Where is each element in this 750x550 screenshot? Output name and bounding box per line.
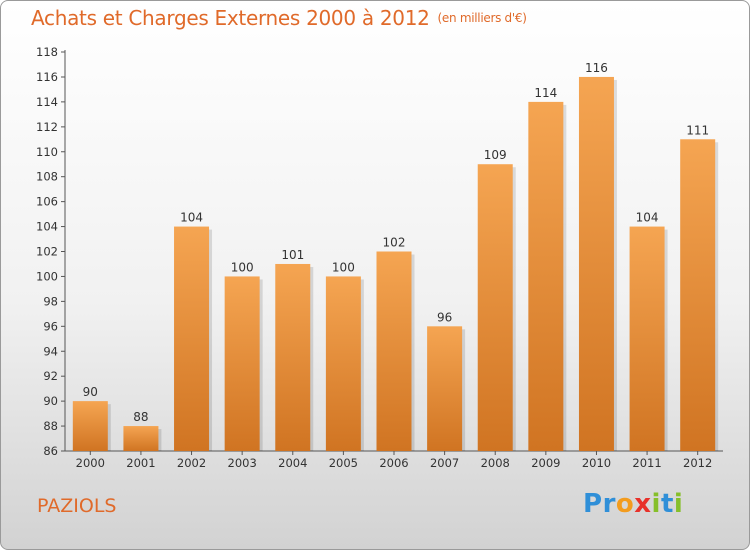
y-tick-label: 114 bbox=[36, 95, 58, 109]
bar bbox=[528, 101, 564, 451]
y-tick-label: 106 bbox=[36, 195, 58, 209]
logo-letter: i bbox=[673, 489, 684, 519]
x-tick-label: 2012 bbox=[683, 456, 712, 470]
logo-letter: o bbox=[615, 489, 635, 519]
bar-value-label: 114 bbox=[534, 86, 557, 100]
x-tick-label: 2002 bbox=[177, 456, 206, 470]
chart-title: Achats et Charges Externes 2000 à 2012 bbox=[31, 6, 430, 30]
bar-value-label: 88 bbox=[133, 410, 148, 424]
logo-letter: x bbox=[634, 489, 652, 519]
y-tick-label: 100 bbox=[36, 269, 58, 283]
logo-letter: P bbox=[583, 489, 603, 519]
bar-value-label: 116 bbox=[585, 61, 608, 75]
bar bbox=[578, 76, 614, 451]
bar-value-label: 100 bbox=[231, 260, 254, 274]
bar bbox=[477, 164, 513, 451]
bar bbox=[325, 276, 361, 451]
bar bbox=[275, 263, 311, 451]
logo-letter: i bbox=[651, 489, 661, 519]
bar bbox=[72, 401, 108, 451]
x-tick-label: 2010 bbox=[582, 456, 611, 470]
y-tick-label: 102 bbox=[36, 245, 58, 259]
x-tick-label: 2007 bbox=[430, 456, 459, 470]
y-tick-label: 110 bbox=[36, 145, 58, 159]
bar bbox=[123, 426, 159, 451]
y-tick-label: 98 bbox=[43, 294, 58, 308]
x-tick-label: 2004 bbox=[278, 456, 307, 470]
axes: 86 88 90 92 94 96 98 100 102 104 106 108 110 112 114 11… bbox=[36, 45, 723, 470]
bar-value-label: 104 bbox=[180, 211, 203, 225]
bar-value-label: 100 bbox=[332, 260, 355, 274]
x-tick-label: 2001 bbox=[126, 456, 155, 470]
proxiti-logo: Proxiti bbox=[583, 489, 683, 519]
bar bbox=[629, 226, 665, 451]
x-tick-label: 2008 bbox=[481, 456, 510, 470]
y-tick-label: 104 bbox=[36, 220, 58, 234]
y-tick-label: 112 bbox=[36, 120, 58, 134]
x-tick-label: 2009 bbox=[531, 456, 560, 470]
bar bbox=[174, 226, 210, 451]
y-tick-label: 116 bbox=[36, 70, 58, 84]
bar-value-label: 109 bbox=[484, 148, 507, 162]
commune-name: PAZIOLS bbox=[37, 495, 117, 517]
y-tick-label: 92 bbox=[43, 369, 58, 383]
bar-value-label: 90 bbox=[83, 385, 98, 399]
bars: 90 88 104 100 101 100 102 96 109 114 116 104 111 bbox=[72, 61, 719, 451]
chart-subtitle: (en milliers d'€) bbox=[437, 11, 527, 25]
bar-value-label: 111 bbox=[686, 123, 709, 137]
chart-title-line: Achats et Charges Externes 2000 à 2012 (e… bbox=[31, 6, 527, 30]
bar-chart: 86 88 90 92 94 96 98 100 102 104 106 108 110 112 114 11… bbox=[36, 45, 723, 470]
bar bbox=[680, 139, 716, 451]
logo-letter: t bbox=[660, 489, 674, 519]
x-tick-label: 2000 bbox=[76, 456, 105, 470]
bar-value-label: 101 bbox=[281, 248, 304, 262]
y-tick-label: 88 bbox=[43, 419, 58, 433]
y-tick-label: 90 bbox=[43, 394, 58, 408]
x-tick-label: 2003 bbox=[228, 456, 257, 470]
logo-letter: r bbox=[602, 489, 616, 519]
bar bbox=[224, 276, 260, 451]
y-tick-label: 96 bbox=[43, 319, 58, 333]
x-tick-label: 2005 bbox=[329, 456, 358, 470]
y-tick-label: 86 bbox=[43, 444, 58, 458]
bar-value-label: 104 bbox=[636, 211, 659, 225]
y-tick-label: 94 bbox=[43, 344, 58, 358]
x-tick-label: 2011 bbox=[632, 456, 661, 470]
bar bbox=[427, 326, 463, 451]
bar-value-label: 96 bbox=[437, 310, 452, 324]
y-tick-label: 118 bbox=[36, 45, 58, 59]
x-tick-label: 2006 bbox=[379, 456, 408, 470]
bar-value-label: 102 bbox=[383, 236, 406, 250]
bar bbox=[376, 251, 412, 451]
y-tick-label: 108 bbox=[36, 170, 58, 184]
